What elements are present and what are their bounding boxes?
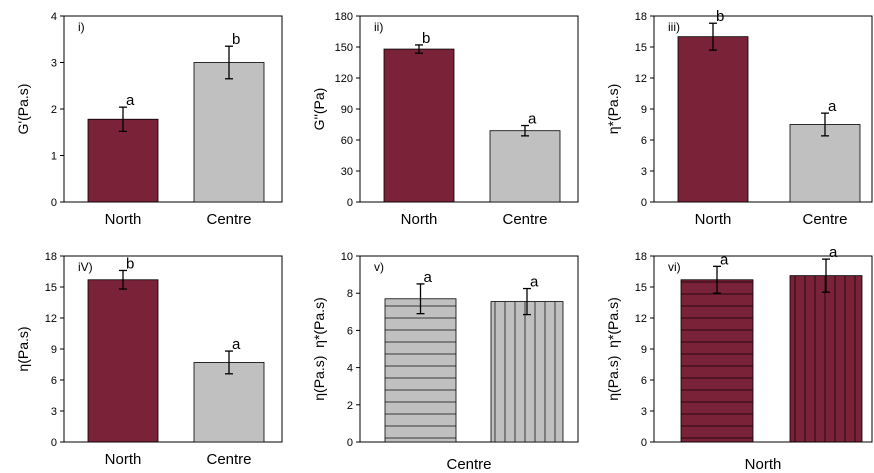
y-tick-label: 90 [341,104,353,116]
y-tick-label: 3 [51,58,57,70]
y-tick-label: 15 [635,282,647,294]
chart-panel-3: 0 3 6 9 12 15 18 iii) η*(Pa.s) b North a Centre [605,8,873,228]
y-axis-label: η(Pa.s) η*(Pa.s) [311,297,327,400]
bar [193,62,265,203]
panel-label: iii) [668,20,680,34]
y-tick-label: 180 [335,11,353,23]
y-tick-label: 6 [347,325,353,337]
y-tick-label: 12 [45,313,57,325]
bar [383,48,455,203]
bar [677,36,749,203]
significance-letter: a [720,251,729,268]
y-tick-label: 0 [51,197,57,209]
y-axis-label: η(Pa.s) η*(Pa.s) [605,297,621,400]
chart-panel-1: 0 1 2 3 4 i) G'(Pa.s) a North b Centre [15,11,283,228]
group-label: Centre [446,456,491,473]
y-axis-label: η(Pa.s) [15,326,31,371]
significance-letter: b [422,30,430,47]
y-tick-label: 18 [635,11,647,23]
bar [680,279,754,443]
y-tick-label: 60 [341,135,353,147]
y-tick-label: 2 [51,104,57,116]
category-label: Centre [206,451,251,468]
y-tick-label: 18 [45,251,57,263]
chart-panel-5: 0 2 4 6 8 10 v) η(Pa.s) η*(Pa.s) a a Centre [311,251,579,473]
category-label: Centre [502,211,547,228]
significance-letter: a [528,111,537,128]
chart-panel-4: 0 3 6 9 12 15 18 iV) η(Pa.s) b North a Centre [15,251,283,468]
y-axis-label: η*(Pa.s) [605,84,621,135]
y-tick-label: 150 [335,42,353,54]
y-tick-label: 0 [51,437,57,449]
y-tick-label: 9 [641,104,647,116]
y-tick-label: 30 [341,166,353,178]
y-tick-label: 6 [51,375,57,387]
category-label: Centre [802,211,847,228]
bar [789,275,863,443]
y-tick-label: 3 [641,406,647,418]
panel-label: iV) [78,260,93,274]
panel-label: v) [374,260,384,274]
y-tick-label: 18 [635,251,647,263]
significance-letter: a [829,244,838,261]
significance-letter: a [232,336,241,353]
panel-label: i) [78,20,85,34]
y-tick-label: 0 [347,437,353,449]
significance-letter: b [126,255,134,272]
y-tick-label: 0 [641,437,647,449]
significance-letter: b [716,8,724,25]
y-tick-label: 15 [45,282,57,294]
category-label: North [695,211,732,228]
y-tick-label: 4 [51,11,57,23]
category-label: North [401,211,438,228]
y-tick-label: 9 [51,344,57,356]
bar [193,362,265,443]
chart-panel-6: 0 3 6 9 12 15 18 vi) η(Pa.s) η*(Pa.s) a a North [605,244,873,473]
bar [489,130,561,203]
y-tick-label: 6 [641,375,647,387]
y-axis-label: G'(Pa.s) [15,84,31,135]
panel-label: ii) [374,20,383,34]
significance-letter: a [424,269,433,286]
y-tick-label: 0 [641,197,647,209]
y-tick-label: 6 [641,135,647,147]
y-tick-label: 3 [641,166,647,178]
y-tick-label: 10 [341,251,353,263]
category-label: North [105,451,142,468]
y-tick-label: 120 [335,73,353,85]
y-tick-label: 4 [347,363,353,375]
category-label: Centre [206,211,251,228]
y-tick-label: 12 [635,313,647,325]
significance-letter: a [530,274,539,291]
y-tick-label: 1 [51,151,57,163]
bar [384,298,457,443]
bar [490,301,564,443]
significance-letter: b [232,31,240,48]
significance-letter: a [126,92,135,109]
y-tick-label: 0 [347,197,353,209]
chart-panel-2: 0 30 60 90 120 150 180 ii) G''(Pa) b North a Centre [311,11,579,228]
plot-frame [359,255,579,443]
panel-label: vi) [668,260,681,274]
bar [789,124,861,203]
significance-letter: a [828,98,837,115]
bar [87,279,159,443]
y-tick-label: 15 [635,42,647,54]
category-label: North [105,211,142,228]
y-tick-label: 3 [51,406,57,418]
y-tick-label: 8 [347,288,353,300]
y-tick-label: 12 [635,73,647,85]
y-tick-label: 9 [641,344,647,356]
group-label: North [745,456,782,473]
y-axis-label: G''(Pa) [311,88,327,131]
y-tick-label: 2 [347,400,353,412]
